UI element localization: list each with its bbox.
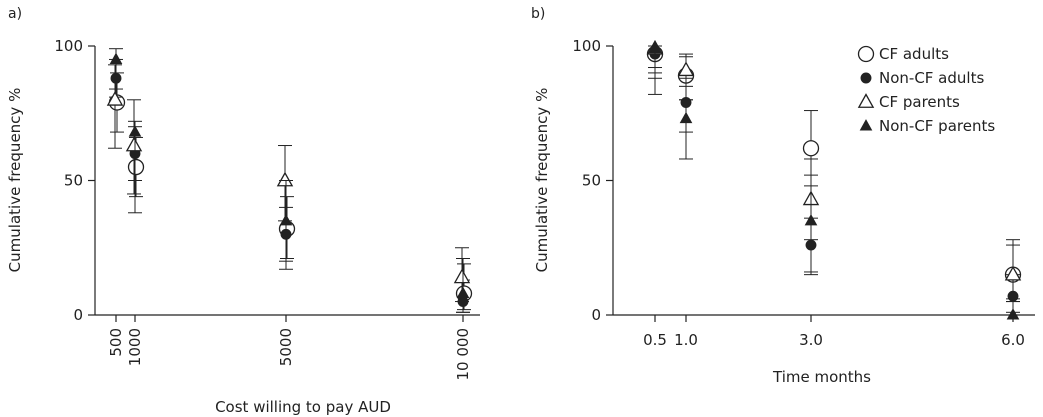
panel-a: a) Cumulative frequency % Cost willing t… bbox=[6, 6, 480, 416]
legend-label: Non-CF parents bbox=[879, 117, 995, 135]
legend-marker bbox=[859, 119, 873, 131]
panel-a-y-ticks: 0 50 100 bbox=[54, 37, 95, 324]
data-point bbox=[109, 52, 123, 64]
series-non-cf-parents bbox=[109, 48, 470, 313]
data-point bbox=[125, 136, 143, 152]
legend-label: Non-CF adults bbox=[879, 69, 984, 87]
panel-b-y-axis-title: Cumulative frequency % bbox=[533, 88, 551, 273]
data-point bbox=[802, 140, 820, 157]
data-point bbox=[453, 268, 471, 284]
legend-marker bbox=[857, 45, 875, 63]
series-non-cf-parents bbox=[648, 41, 1020, 320]
y-tick-label: 50 bbox=[582, 172, 601, 190]
x-tick-label: 1000 bbox=[126, 328, 144, 366]
series-cf-parents bbox=[106, 64, 471, 303]
data-point bbox=[456, 286, 470, 298]
panel-a-data-points bbox=[106, 48, 473, 313]
x-tick-label: 3.0 bbox=[799, 331, 823, 349]
legend-item-cf-parents: CF parents bbox=[857, 93, 960, 111]
data-point bbox=[679, 111, 693, 124]
panel-b-data-points bbox=[646, 39, 1022, 320]
data-point bbox=[276, 171, 294, 187]
y-tick-label: 0 bbox=[73, 306, 83, 324]
panel-b-x-ticks: 0.5 1.0 3.0 6.0 bbox=[643, 315, 1025, 349]
legend-marker bbox=[857, 93, 875, 108]
data-point bbox=[677, 61, 695, 77]
data-point bbox=[279, 214, 293, 226]
panel-a-label: a) bbox=[8, 6, 22, 22]
data-point bbox=[128, 125, 142, 137]
panel-b-x-axis-title: Time months bbox=[772, 368, 871, 386]
x-tick-label: 1.0 bbox=[674, 331, 698, 349]
x-tick-label: 10 000 bbox=[454, 328, 472, 381]
x-tick-label: 5000 bbox=[277, 328, 295, 366]
legend-item-non-cf-adults: Non-CF adults bbox=[860, 69, 984, 87]
y-tick-label: 50 bbox=[64, 172, 83, 190]
legend-marker bbox=[860, 72, 872, 84]
legend-label: CF parents bbox=[879, 93, 960, 111]
panel-a-x-axis-title: Cost willing to pay AUD bbox=[215, 398, 391, 416]
y-tick-label: 100 bbox=[572, 37, 601, 55]
legend-label: CF adults bbox=[879, 45, 949, 63]
y-tick-label: 0 bbox=[591, 306, 601, 324]
series-cf-adults bbox=[108, 72, 473, 311]
panel-a-x-ticks: 500 1000 5000 10 000 bbox=[107, 315, 472, 381]
data-point bbox=[127, 158, 145, 176]
panel-b-label: b) bbox=[531, 6, 545, 22]
data-point bbox=[648, 41, 662, 54]
legend-item-cf-adults: CF adults bbox=[857, 45, 949, 63]
panel-b: b) Cumulative frequency % Time months 0 5… bbox=[531, 6, 1035, 386]
x-tick-label: 6.0 bbox=[1001, 331, 1025, 349]
legend-item-non-cf-parents: Non-CF parents bbox=[859, 117, 995, 135]
data-point bbox=[1006, 308, 1020, 320]
data-point bbox=[1004, 265, 1022, 281]
x-tick-label: 500 bbox=[107, 328, 125, 357]
data-point bbox=[804, 214, 818, 226]
panel-b-y-ticks: 0 50 100 bbox=[572, 37, 613, 324]
x-tick-label: 0.5 bbox=[643, 331, 667, 349]
panel-a-y-axis-title: Cumulative frequency % bbox=[6, 88, 24, 273]
y-tick-label: 100 bbox=[54, 37, 83, 55]
legend: CF adults Non-CF adults CF parents Non-CF p… bbox=[857, 45, 995, 135]
data-point bbox=[106, 90, 124, 106]
